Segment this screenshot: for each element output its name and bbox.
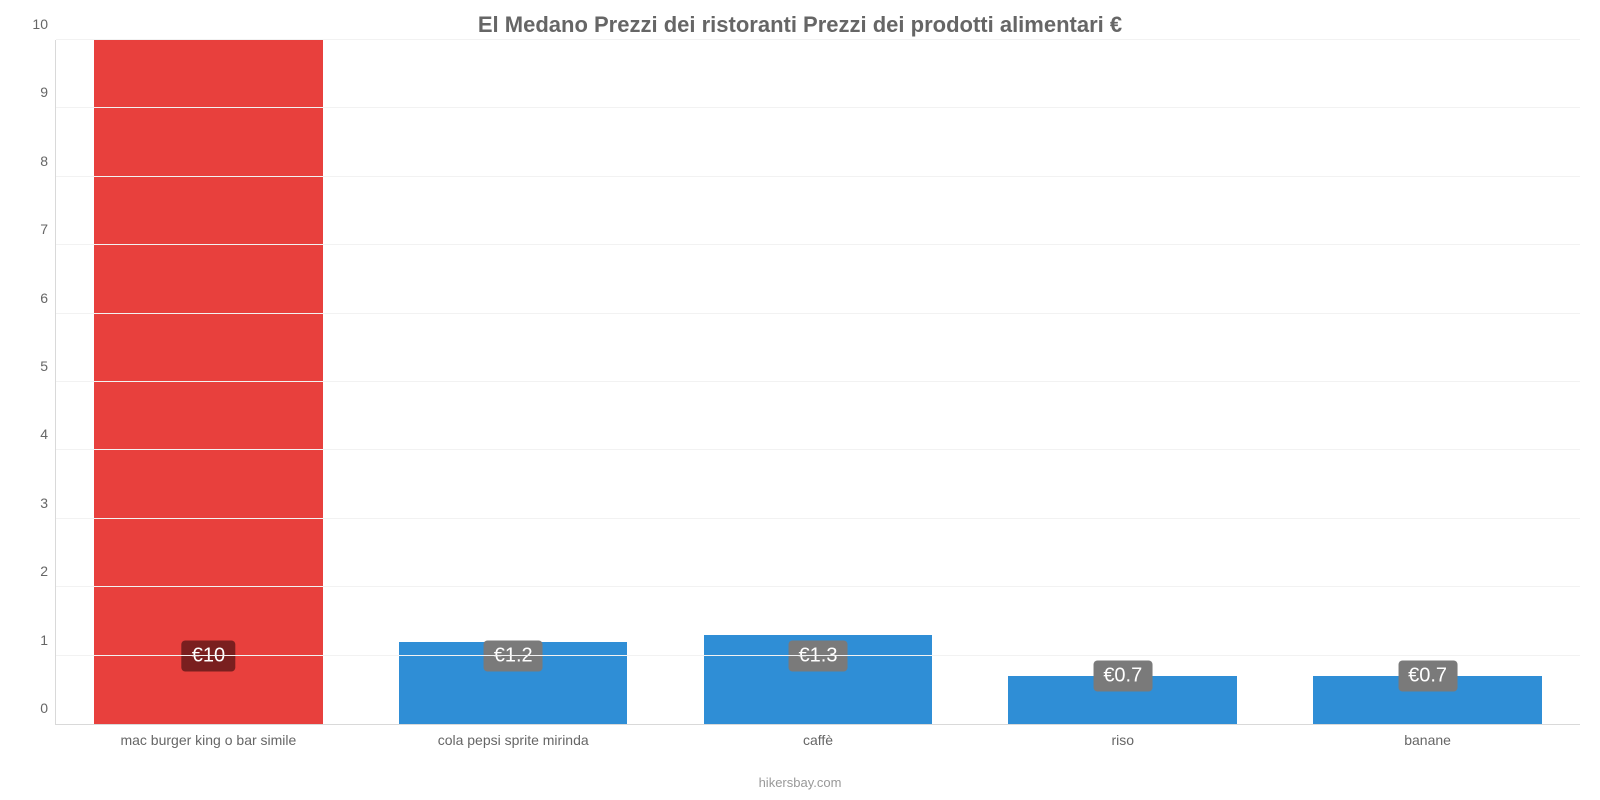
gridline — [56, 381, 1580, 382]
bar-value-label: €1.2 — [484, 640, 543, 671]
gridline — [56, 655, 1580, 656]
bar-value-label: €0.7 — [1093, 661, 1152, 692]
bar-slot: €0.7banane — [1275, 40, 1580, 724]
x-tick-label: cola pepsi sprite mirinda — [361, 724, 666, 748]
gridline — [56, 313, 1580, 314]
x-tick-label: caffè — [666, 724, 971, 748]
bar-value-label: €1.3 — [789, 640, 848, 671]
y-tick-label: 8 — [40, 153, 56, 169]
x-tick-label: mac burger king o bar simile — [56, 724, 361, 748]
bar-slot: €0.7riso — [970, 40, 1275, 724]
gridline — [56, 107, 1580, 108]
y-tick-label: 5 — [40, 358, 56, 374]
gridline — [56, 244, 1580, 245]
bars-row: €10mac burger king o bar simile€1.2cola … — [56, 40, 1580, 724]
bar-slot: €1.3caffè — [666, 40, 971, 724]
y-tick-label: 2 — [40, 563, 56, 579]
y-tick-label: 6 — [40, 290, 56, 306]
chart-title: El Medano Prezzi dei ristoranti Prezzi d… — [0, 12, 1600, 38]
y-tick-label: 0 — [40, 700, 56, 716]
x-tick-label: banane — [1275, 724, 1580, 748]
gridline — [56, 176, 1580, 177]
bar-value-label: €10 — [182, 640, 235, 671]
bar-slot: €10mac burger king o bar simile — [56, 40, 361, 724]
y-tick-label: 1 — [40, 632, 56, 648]
price-bar-chart: El Medano Prezzi dei ristoranti Prezzi d… — [0, 0, 1600, 800]
bar: €10 — [94, 40, 323, 724]
y-tick-label: 4 — [40, 426, 56, 442]
y-tick-label: 10 — [32, 16, 56, 32]
y-tick-label: 3 — [40, 495, 56, 511]
chart-footer: hikersbay.com — [0, 775, 1600, 790]
gridline — [56, 586, 1580, 587]
y-tick-label: 7 — [40, 221, 56, 237]
bar-slot: €1.2cola pepsi sprite mirinda — [361, 40, 666, 724]
gridline — [56, 39, 1580, 40]
bar: €1.3 — [704, 635, 933, 724]
bar: €0.7 — [1008, 676, 1237, 724]
gridline — [56, 518, 1580, 519]
y-tick-label: 9 — [40, 84, 56, 100]
bar-value-label: €0.7 — [1398, 661, 1457, 692]
gridline — [56, 449, 1580, 450]
bar: €0.7 — [1313, 676, 1542, 724]
x-tick-label: riso — [970, 724, 1275, 748]
plot-area: €10mac burger king o bar simile€1.2cola … — [55, 40, 1580, 725]
